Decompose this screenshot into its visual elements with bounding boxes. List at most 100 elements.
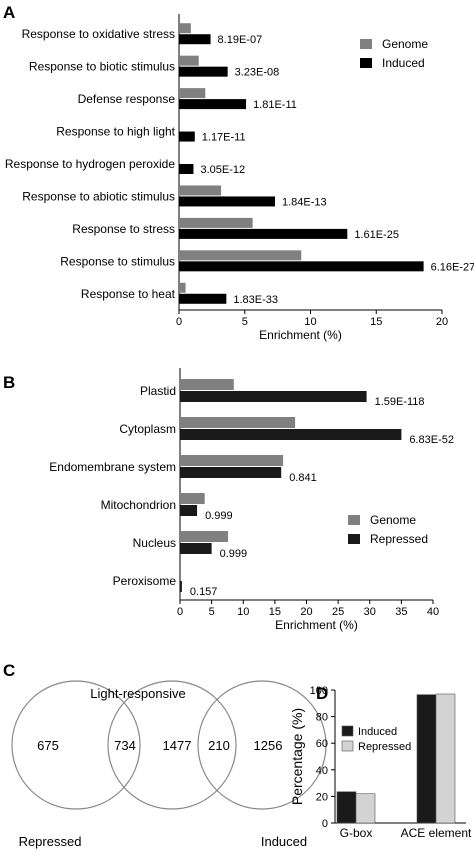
chart-a-enrichment-induced: 0 5 10 15 20 Enrichment (%) Response to oxidat… (5, 14, 474, 342)
chart-b-enrichment-repressed: 0 5 10 15 20 25 30 35 40 Enrichment (%) Plastid 1.5… (49, 368, 454, 632)
p-value-label: 1.81E-11 (253, 99, 297, 111)
bar-repressed-peroxisome (180, 581, 182, 592)
x-tick-label-ace-element: ACE element (401, 826, 472, 840)
category-label-response-to-hydrogen-peroxide: Response to hydrogen peroxide (5, 157, 175, 171)
category-label-response-to-high-light: Response to high light (56, 125, 175, 139)
x-tick-label: 30 (364, 606, 376, 618)
venn-count-induced-only: 1256 (254, 738, 283, 753)
chart-d-percentage: 0 20 40 60 80 100 Percentage (%) G-box ACE eleme… (289, 685, 472, 840)
venn-circle-induced (197, 680, 327, 810)
bar-genome-response-to-oxidative-stress (179, 23, 191, 34)
legend-swatch-induced (360, 58, 372, 68)
legend-label-induced: Induced (382, 56, 425, 70)
venn-circle-light-responsive (107, 680, 237, 810)
category-label-peroxisome: Peroxisome (113, 574, 177, 588)
x-tick-label: 5 (242, 316, 248, 328)
legend-label-repressed: Repressed (370, 532, 428, 546)
x-tick-label: 0 (177, 606, 183, 618)
bar-induced-response-to-hydrogen-peroxide (179, 164, 194, 174)
legend-swatch-repressed (341, 740, 354, 752)
panel-label-a: A (3, 3, 15, 22)
x-tick-label: 20 (436, 316, 448, 328)
p-value-label: 0.841 (289, 472, 317, 484)
p-value-label: 1.84E-13 (282, 196, 327, 208)
venn-count-repressed-only: 675 (37, 738, 59, 753)
p-value-label: 0.999 (220, 548, 248, 560)
p-value-label: 1.17E-11 (202, 132, 246, 144)
venn-circle-repressed (11, 680, 141, 810)
y-tick-label: 40 (316, 765, 328, 777)
chart-c-venn: Light-responsive Repressed Induced 675 7… (11, 680, 327, 849)
bar-repressed-nucleus (180, 543, 212, 554)
category-label-cytoplasm: Cytoplasm (119, 422, 176, 436)
bar-genome-response-to-heat (179, 282, 186, 293)
x-tick-label: 35 (395, 606, 407, 618)
p-value-label: 6.83E-52 (409, 434, 454, 446)
bar-genome-response-to-abiotic-stimulus (179, 185, 222, 196)
bar-induced-response-to-stimulus (179, 261, 424, 272)
y-tick-label: 100 (310, 685, 328, 697)
category-label-defense-response: Defense response (78, 92, 176, 106)
bar-genome-endomembrane-system (180, 455, 284, 466)
legend-swatch-induced (341, 725, 354, 737)
bar-genome-plastid (180, 379, 234, 390)
venn-count-repressed-light: 734 (114, 738, 136, 753)
bar-induced-g-box (336, 791, 357, 824)
category-label-mitochondrion: Mitochondrion (101, 498, 176, 512)
bar-induced-defense-response (179, 99, 247, 110)
bar-induced-response-to-stress (179, 228, 348, 239)
legend-swatch-genome (348, 515, 360, 525)
p-value-label: 8.19E-07 (218, 34, 263, 46)
legend-label-genome: Genome (370, 513, 416, 527)
x-tick-label: 15 (370, 316, 382, 328)
bar-repressed-plastid (180, 391, 367, 402)
bar-repressed-g-box (355, 793, 376, 824)
p-value-label: 0.999 (205, 510, 233, 522)
bar-induced-response-to-abiotic-stimulus (179, 196, 275, 207)
category-label-response-to-heat: Response to heat (81, 287, 176, 301)
y-tick-label: 80 (316, 712, 328, 724)
p-value-label: 1.61E-25 (354, 229, 399, 241)
bar-genome-response-to-biotic-stimulus (179, 55, 199, 66)
category-label-response-to-biotic-stimulus: Response to biotic stimulus (29, 60, 175, 74)
bar-genome-response-to-stimulus (179, 250, 302, 261)
bar-induced-response-to-heat (179, 293, 227, 304)
bar-repressed-mitochondrion (180, 505, 198, 516)
p-value-label: 1.59E-118 (375, 396, 425, 408)
bar-repressed-endomembrane-system (180, 467, 282, 478)
x-tick-label: 40 (427, 606, 439, 618)
y-tick-label: 60 (316, 738, 328, 750)
venn-set-label-light-responsive: Light-responsive (90, 686, 185, 701)
bar-induced-response-to-biotic-stimulus (179, 66, 228, 77)
venn-set-label-repressed: Repressed (19, 834, 82, 849)
bar-genome-cytoplasm (180, 417, 296, 428)
x-tick-label: 15 (269, 606, 281, 618)
bar-genome-defense-response (179, 88, 206, 99)
y-tick-label: 20 (316, 791, 328, 803)
p-value-label: 6.16E-27 (431, 261, 474, 273)
category-label-nucleus: Nucleus (133, 536, 176, 550)
bar-genome-mitochondrion (180, 493, 205, 504)
legend-swatch-genome (360, 39, 372, 49)
bar-repressed-cytoplasm (180, 429, 402, 440)
bar-induced-response-to-oxidative-stress (179, 34, 211, 45)
category-label-plastid: Plastid (140, 384, 176, 398)
p-value-label: 3.23E-08 (235, 67, 280, 79)
panel-label-c: C (3, 661, 15, 680)
y-tick-label: 0 (322, 818, 328, 830)
p-value-label: 0.157 (190, 586, 218, 598)
x-tick-label: 10 (304, 316, 316, 328)
legend-label-repressed: Repressed (358, 741, 411, 753)
category-label-response-to-stimulus: Response to stimulus (60, 254, 175, 268)
venn-count-light-induced: 210 (208, 738, 230, 753)
category-label-response-to-abiotic-stimulus: Response to abiotic stimulus (22, 189, 175, 203)
bar-genome-nucleus (180, 531, 229, 542)
p-value-label: 1.83E-33 (233, 294, 278, 306)
x-tick-label: 25 (332, 606, 344, 618)
y-axis-label: Percentage (%) (289, 708, 305, 805)
category-label-response-to-oxidative-stress: Response to oxidative stress (22, 27, 175, 41)
x-tick-label-g-box: G-box (340, 826, 373, 840)
p-value-label: 3.05E-12 (200, 164, 245, 176)
x-tick-label: 5 (209, 606, 215, 618)
